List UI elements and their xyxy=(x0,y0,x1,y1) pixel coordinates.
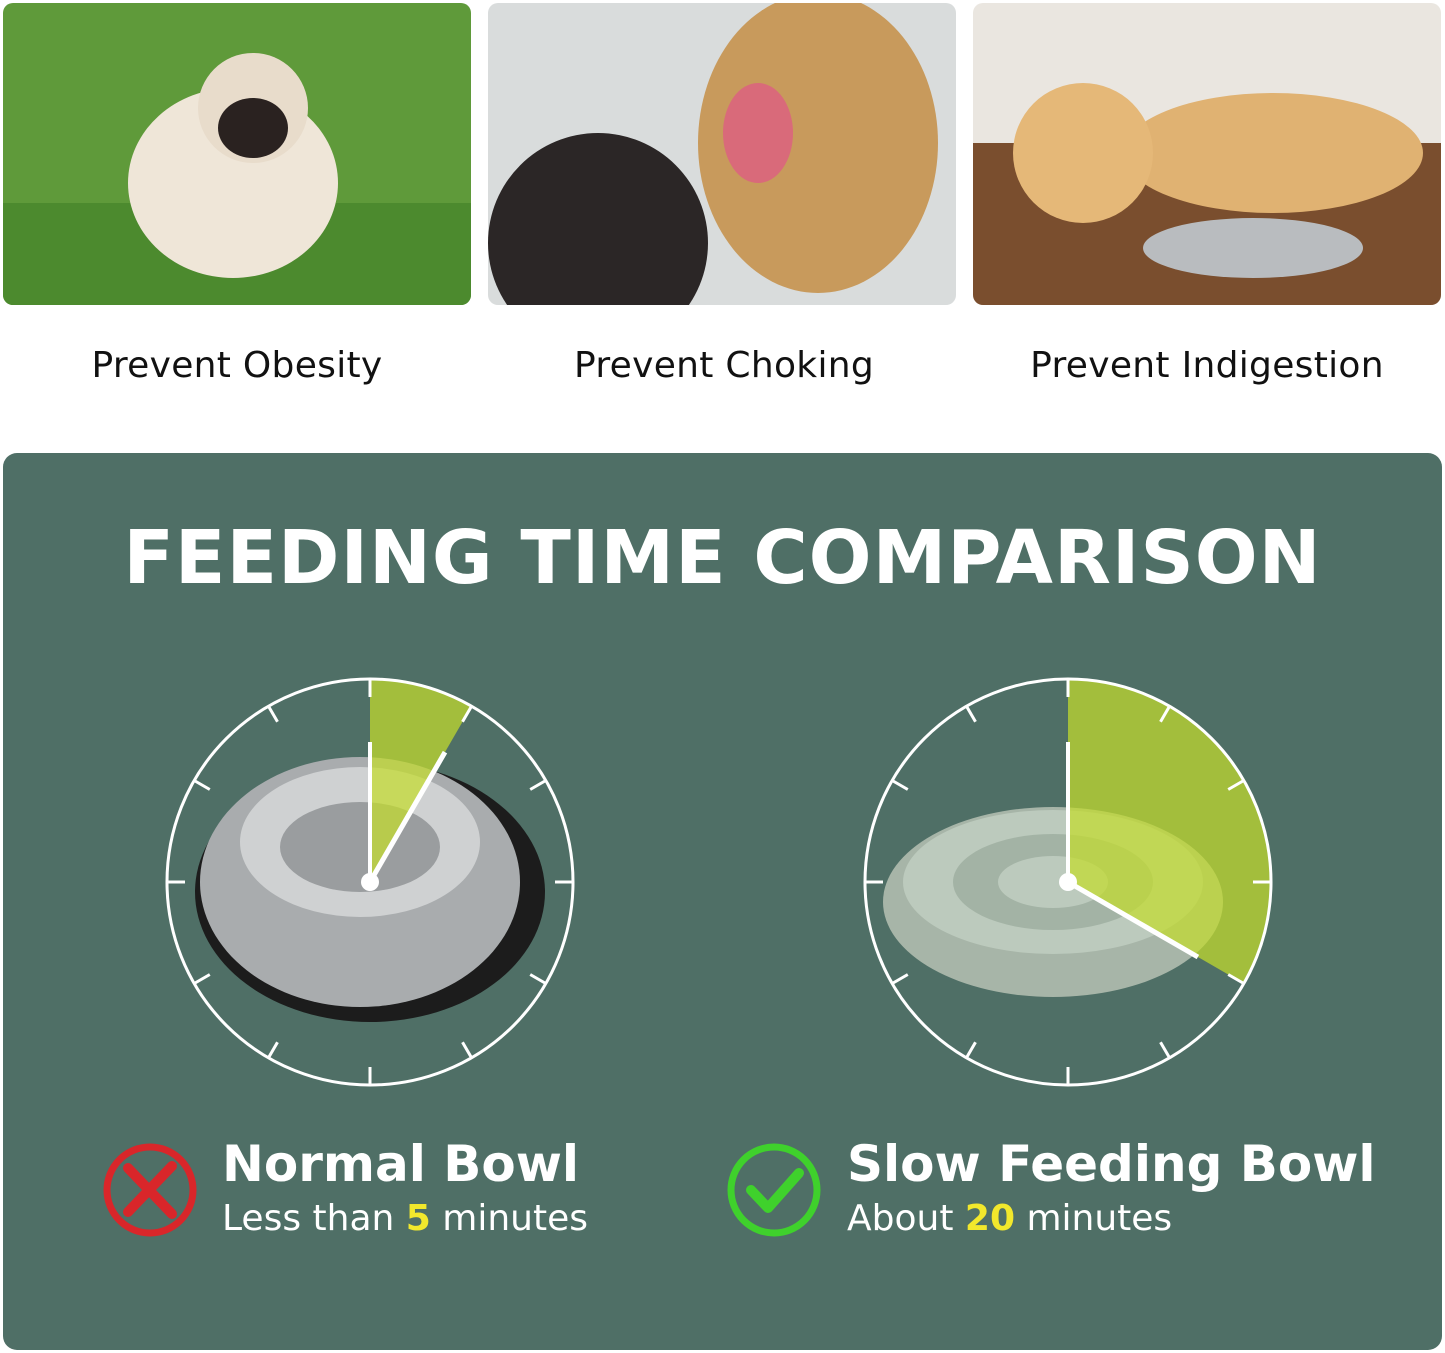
slow-bowl-time: About 20 minutes xyxy=(847,1195,1376,1243)
caption-prevent-obesity: Prevent Obesity xyxy=(91,345,383,386)
time-suffix: minutes xyxy=(430,1198,589,1239)
clock-face xyxy=(863,677,1273,1087)
clock-center xyxy=(1059,873,1077,891)
slow-bowl-clock xyxy=(858,672,1278,1092)
normal-bowl-time: Less than 5 minutes xyxy=(222,1195,588,1243)
normal-bowl-clock xyxy=(160,672,580,1092)
clock-tick xyxy=(1227,973,1245,985)
time-prefix: Less than xyxy=(222,1198,406,1239)
clock-tick xyxy=(267,705,279,723)
clock-tick xyxy=(529,779,547,791)
green-check-circle-icon xyxy=(727,1143,821,1237)
clock-tick xyxy=(891,973,909,985)
minute-end-hand xyxy=(367,750,448,884)
time-suffix: minutes xyxy=(1015,1198,1173,1239)
caption-prevent-indigestion: Prevent Indigestion xyxy=(1030,345,1384,386)
pug-photo xyxy=(3,3,471,305)
clock-tick xyxy=(461,705,473,723)
minute-end-hand xyxy=(1066,879,1200,960)
time-prefix: About xyxy=(847,1198,965,1239)
clock-tick xyxy=(193,779,211,791)
clock-tick xyxy=(1159,705,1171,723)
clock-tick xyxy=(965,1041,977,1059)
clock-tick xyxy=(1227,779,1245,791)
clock-tick xyxy=(891,779,909,791)
time-number: 5 xyxy=(405,1198,431,1239)
clock-center xyxy=(361,873,379,891)
labrador-photo xyxy=(973,3,1441,305)
clock-tick xyxy=(965,705,977,723)
elapsed-time-wedge xyxy=(370,679,472,882)
retriever-photo xyxy=(488,3,956,305)
normal-bowl-name: Normal Bowl xyxy=(222,1135,580,1193)
clock-tick xyxy=(267,1041,279,1059)
normal-bowl-label: Normal Bowl Less than 5 minutes xyxy=(222,1133,588,1243)
caption-prevent-choking: Prevent Choking xyxy=(573,345,875,386)
clock-tick xyxy=(193,973,211,985)
red-x-circle-icon xyxy=(103,1143,197,1237)
time-number: 20 xyxy=(964,1198,1015,1239)
clock-face xyxy=(165,677,575,1087)
comparison-title: FEEDING TIME COMPARISON xyxy=(123,515,1322,601)
slow-bowl-label: Slow Feeding Bowl About 20 minutes xyxy=(847,1133,1376,1243)
clock-tick xyxy=(1159,1041,1171,1059)
clock-tick xyxy=(461,1041,473,1059)
slow-bowl-name: Slow Feeding Bowl xyxy=(847,1135,1376,1193)
elapsed-time-wedge xyxy=(1068,679,1271,984)
clock-tick xyxy=(529,973,547,985)
